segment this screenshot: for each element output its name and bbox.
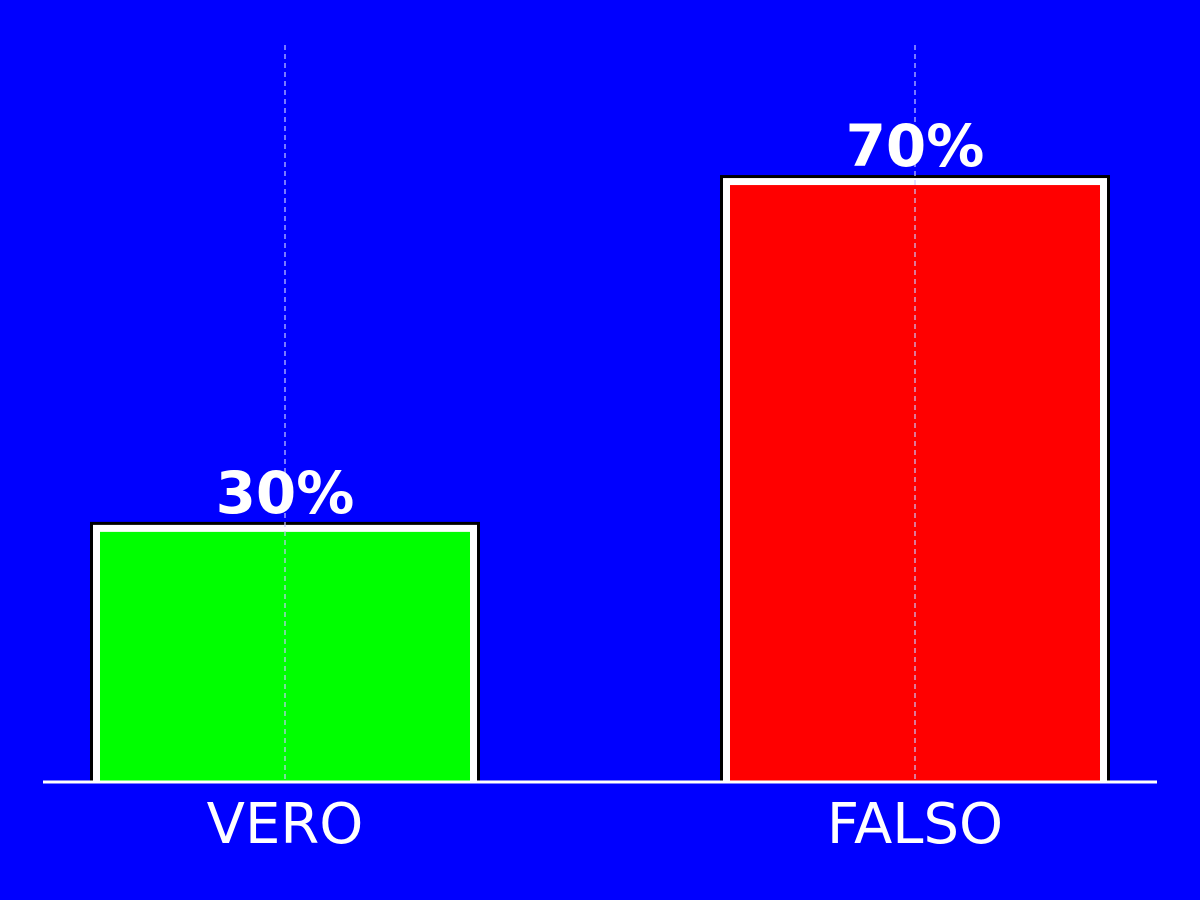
labels-layer: 30% VERO 70% FALSO [207, 112, 1003, 857]
value-label-vero: 30% [216, 459, 355, 527]
category-label-vero: VERO [207, 792, 364, 857]
value-label-falso: 70% [846, 112, 985, 180]
category-label-falso: FALSO [827, 792, 1003, 857]
grid-layer [284, 45, 916, 782]
